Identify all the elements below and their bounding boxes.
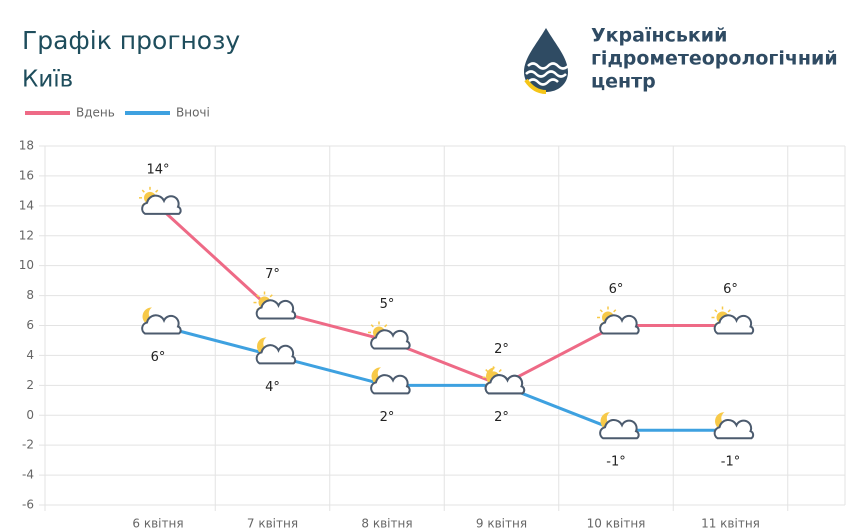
y-tick-label: 4: [26, 348, 34, 362]
y-tick-label: 2: [26, 378, 34, 392]
night-icon: [713, 412, 755, 440]
x-tick-label: 6 квітня: [132, 517, 183, 531]
y-tick-label: 6: [26, 318, 34, 332]
cloud: [255, 299, 297, 320]
x-tick-label: 9 квітня: [476, 517, 527, 531]
y-tick-label: 10: [19, 258, 34, 272]
data-label: 4°: [265, 380, 280, 395]
y-tick-label: 16: [19, 168, 34, 182]
data-label: 2°: [380, 410, 395, 425]
sun-ray: [269, 294, 273, 298]
night-icon: [370, 367, 411, 395]
data-label: 6°: [723, 282, 738, 297]
sun-ray: [141, 189, 145, 193]
cloud: [370, 374, 411, 395]
logo-icon: [524, 28, 569, 94]
cloud: [484, 374, 526, 395]
sun-ray: [256, 294, 260, 298]
logo-text: гідрометеорологічний: [591, 48, 838, 70]
data-label: 2°: [494, 342, 509, 357]
cloud: [141, 314, 182, 335]
data-label: 14°: [146, 162, 169, 177]
y-tick-label: 12: [19, 228, 34, 242]
data-label: 5°: [380, 297, 395, 312]
data-label: 7°: [265, 267, 280, 282]
sun-ray: [727, 309, 731, 313]
sun-ray: [485, 369, 489, 373]
day-icon: [253, 291, 297, 320]
night-icon: [599, 412, 640, 440]
logo-text: Український: [591, 25, 727, 47]
night-icon: [484, 367, 526, 395]
sun-ray: [155, 189, 159, 193]
legend-label: Вдень: [76, 106, 115, 120]
cloud: [713, 314, 755, 335]
cloud: [713, 419, 755, 440]
cloud: [141, 194, 182, 215]
page-title: Графік прогнозу: [22, 26, 240, 55]
legend-label: Вночі: [176, 106, 210, 120]
sun-ray: [714, 309, 718, 313]
night-icon: [255, 337, 297, 365]
y-tick-label: 8: [26, 288, 34, 302]
sun-ray: [613, 309, 617, 313]
y-tick-label: 14: [19, 198, 34, 212]
data-label: 6°: [609, 282, 624, 297]
cloud: [255, 344, 297, 365]
day-icon: [368, 321, 411, 350]
sun-ray: [599, 309, 603, 313]
x-tick-label: 7 квітня: [247, 517, 298, 531]
night-icon: [141, 307, 182, 335]
sun-ray: [384, 324, 388, 328]
cloud: [599, 314, 640, 335]
logo-text: центр: [591, 71, 656, 93]
day-icon: [597, 306, 640, 335]
day-icon: [711, 306, 755, 335]
cloud: [370, 329, 411, 350]
y-tick-label: 18: [19, 139, 34, 153]
x-tick-label: 8 квітня: [361, 517, 412, 531]
x-tick-label: 11 квітня: [701, 517, 760, 531]
x-tick-label: 10 квітня: [587, 517, 646, 531]
y-tick-label: -6: [22, 498, 34, 512]
data-label: -1°: [721, 455, 740, 470]
y-tick-label: -4: [22, 468, 34, 482]
day-icon: [139, 186, 182, 215]
y-tick-label: -2: [22, 438, 34, 452]
sun-ray: [498, 369, 502, 373]
y-tick-label: 0: [26, 408, 34, 422]
city: Київ: [22, 67, 73, 93]
cloud: [599, 419, 640, 440]
data-label: 2°: [494, 410, 509, 425]
data-label: -1°: [606, 455, 625, 470]
data-label: 6°: [151, 350, 166, 365]
sun-ray: [370, 324, 374, 328]
